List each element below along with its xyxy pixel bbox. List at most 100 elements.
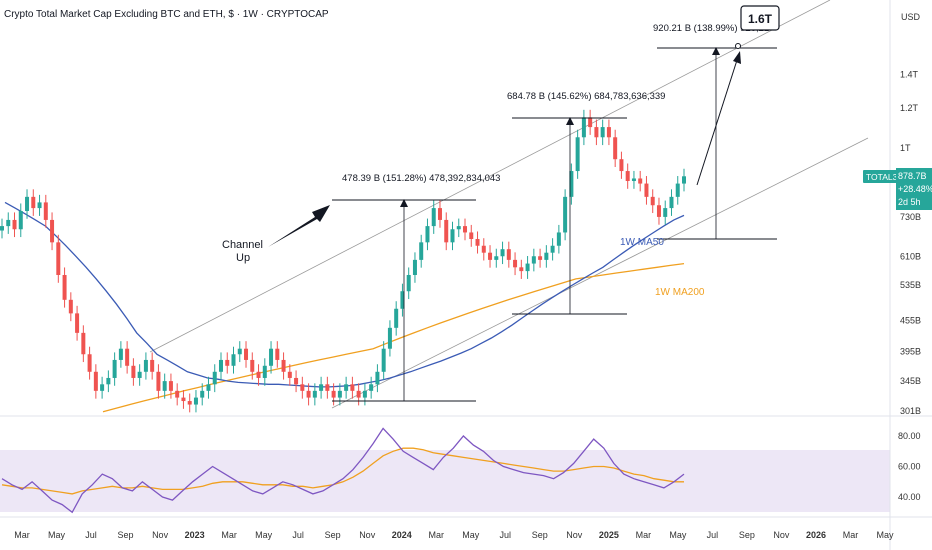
candle-body[interactable] xyxy=(162,381,167,391)
currency-label[interactable]: USD xyxy=(901,12,921,22)
channel-upper-line[interactable] xyxy=(149,0,831,353)
candle-body[interactable] xyxy=(394,308,399,328)
candle-body[interactable] xyxy=(262,365,267,378)
candle-body[interactable] xyxy=(650,196,655,206)
candle-body[interactable] xyxy=(125,348,130,366)
candle-body[interactable] xyxy=(481,245,486,253)
candle-body[interactable] xyxy=(168,381,173,391)
candle-body[interactable] xyxy=(237,348,242,355)
candle-body[interactable] xyxy=(369,384,374,391)
candle-body[interactable] xyxy=(513,259,518,268)
candle-body[interactable] xyxy=(37,202,42,209)
candle-body[interactable] xyxy=(156,371,161,391)
candle-body[interactable] xyxy=(18,210,23,230)
candle-body[interactable] xyxy=(431,208,436,227)
candle-body[interactable] xyxy=(337,390,342,398)
candle-body[interactable] xyxy=(312,390,317,398)
candle-body[interactable] xyxy=(0,226,4,231)
candle-body[interactable] xyxy=(87,354,92,372)
candle-body[interactable] xyxy=(550,245,555,253)
candle-body[interactable] xyxy=(525,263,530,272)
candle-body[interactable] xyxy=(12,219,17,230)
rsi-path[interactable] xyxy=(1,427,685,514)
candle-body[interactable] xyxy=(625,171,630,182)
projection-arrow[interactable] xyxy=(696,43,741,186)
candle-body[interactable] xyxy=(663,208,668,217)
candle-body[interactable] xyxy=(588,117,593,128)
candle-body[interactable] xyxy=(375,371,380,385)
candle-body[interactable] xyxy=(244,348,249,360)
candle-body[interactable] xyxy=(250,359,255,372)
candle-body[interactable] xyxy=(613,137,618,160)
candle-body[interactable] xyxy=(187,401,192,405)
candle-body[interactable] xyxy=(381,348,386,372)
candle-body[interactable] xyxy=(412,259,417,275)
candle-body[interactable] xyxy=(644,183,649,197)
candle-body[interactable] xyxy=(500,249,505,257)
candle-body[interactable] xyxy=(581,117,586,138)
candle-body[interactable] xyxy=(231,354,236,366)
candle-body[interactable] xyxy=(406,274,411,292)
candle-body[interactable] xyxy=(118,348,123,360)
candle-body[interactable] xyxy=(275,348,280,360)
ma200-path[interactable] xyxy=(102,262,685,413)
candle-body[interactable] xyxy=(356,390,361,398)
candle-body[interactable] xyxy=(631,178,636,182)
candle-body[interactable] xyxy=(50,219,55,243)
candle-body[interactable] xyxy=(538,256,543,260)
candle-body[interactable] xyxy=(256,371,261,378)
candle-body[interactable] xyxy=(81,332,86,355)
candle-body[interactable] xyxy=(325,384,330,391)
candle-body[interactable] xyxy=(606,127,611,138)
candle-body[interactable] xyxy=(287,371,292,378)
candle-body[interactable] xyxy=(575,137,580,172)
candle-body[interactable] xyxy=(294,377,299,385)
candle-body[interactable] xyxy=(437,208,442,220)
candle-body[interactable] xyxy=(212,371,217,385)
candle-body[interactable] xyxy=(100,384,105,391)
candle-body[interactable] xyxy=(387,327,392,349)
channel-lines[interactable] xyxy=(149,0,869,409)
candle-body[interactable] xyxy=(306,390,311,398)
candle-body[interactable] xyxy=(669,196,674,209)
rsi-axis[interactable]: 80.00 60.00 40.00 xyxy=(898,431,921,502)
candle-body[interactable] xyxy=(444,219,449,243)
candle-body[interactable] xyxy=(131,365,136,378)
candle-body[interactable] xyxy=(150,359,155,372)
candle-body[interactable] xyxy=(281,359,286,372)
time-axis[interactable]: Mar May Jul Sep Nov 2023 Mar May Jul Sep Nov 2024 Ma… xyxy=(14,530,894,540)
candle-body[interactable] xyxy=(419,242,424,260)
candle-body[interactable] xyxy=(488,252,493,260)
channel-lower-line[interactable] xyxy=(331,137,869,409)
candle-body[interactable] xyxy=(450,229,455,243)
candle-body[interactable] xyxy=(344,384,349,391)
candle-body[interactable] xyxy=(206,384,211,391)
measurement-3[interactable] xyxy=(657,47,777,240)
candle-body[interactable] xyxy=(600,127,605,138)
candle-body[interactable] xyxy=(594,127,599,138)
candle-body[interactable] xyxy=(456,226,461,230)
candle-body[interactable] xyxy=(106,377,111,385)
measurement-1[interactable] xyxy=(332,199,476,402)
ma200-line[interactable] xyxy=(102,262,685,413)
candle-body[interactable] xyxy=(31,196,36,209)
candle-body[interactable] xyxy=(544,252,549,260)
candle-body[interactable] xyxy=(319,384,324,391)
candle-body[interactable] xyxy=(300,384,305,391)
candle-body[interactable] xyxy=(475,238,480,246)
candle-body[interactable] xyxy=(682,176,686,184)
candle-body[interactable] xyxy=(6,219,11,227)
candle-body[interactable] xyxy=(218,359,223,372)
candle-body[interactable] xyxy=(193,397,198,405)
candle-body[interactable] xyxy=(93,371,98,391)
candle-body[interactable] xyxy=(519,267,524,272)
candle-body[interactable] xyxy=(531,256,536,264)
candle-body[interactable] xyxy=(43,202,48,220)
candle-body[interactable] xyxy=(137,371,142,378)
candle-body[interactable] xyxy=(225,359,230,366)
candle-body[interactable] xyxy=(143,359,148,372)
price-axis[interactable]: 1.4T 1.2T 1T 730B 610B 535B 455B 395B 345B 301B xyxy=(900,69,921,416)
target-callout[interactable]: 1.6T xyxy=(740,5,780,31)
candle-body[interactable] xyxy=(619,159,624,172)
candle-body[interactable] xyxy=(362,390,367,398)
